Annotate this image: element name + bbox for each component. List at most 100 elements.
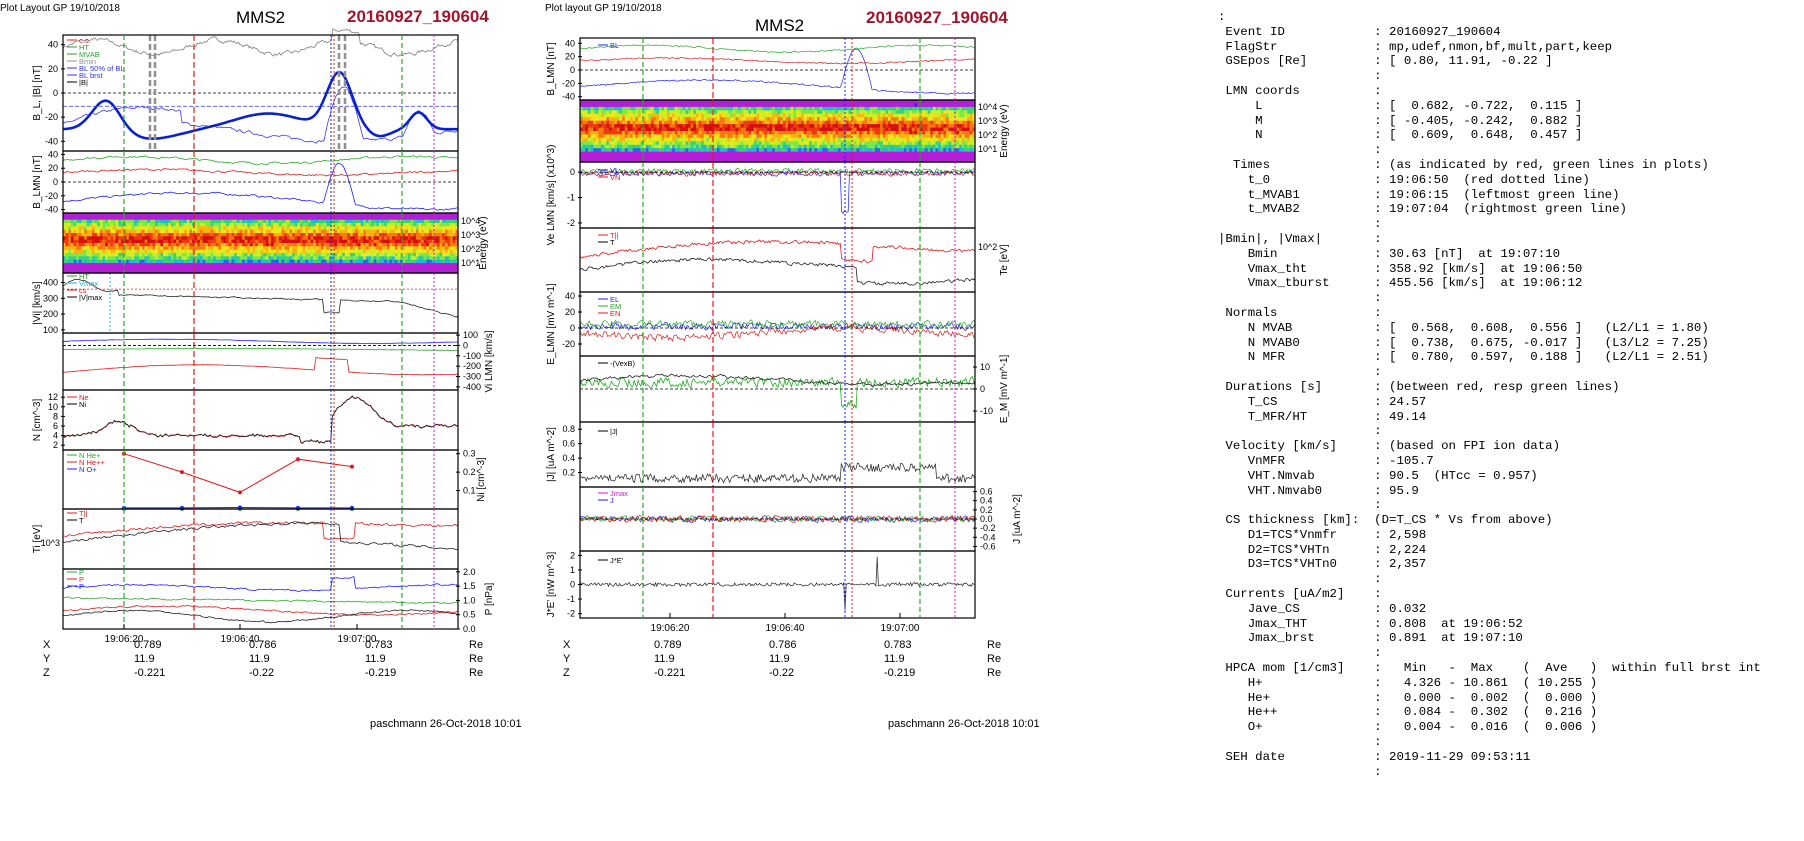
legend-entry: |B| <box>79 78 88 87</box>
series-line-pressure <box>62 609 458 624</box>
info-line: T_CS : 24.57 <box>1247 394 1427 409</box>
info-line: |Bmin|, |Vmax| : <box>1218 231 1382 246</box>
y-axis-label: Te [eV] <box>999 244 1010 275</box>
y-tick-label: 40 <box>565 291 575 301</box>
series-line-pressure <box>63 596 459 604</box>
series-line-L <box>62 338 459 344</box>
legend-entry: N He+ <box>79 451 101 460</box>
position-unit: Re <box>987 667 1002 679</box>
y-tick-label: 20 <box>565 307 575 317</box>
y-tick-label: 0 <box>570 580 575 590</box>
legend-entry: Bmin <box>79 57 96 66</box>
y-tick-label: -20 <box>45 112 58 122</box>
series-line-j-magnitude <box>579 462 976 484</box>
info-line: L : [ 0.682, -0.722, 0.115 ] <box>1255 98 1583 113</box>
legend-entry: VL <box>610 166 619 175</box>
info-line: : <box>1374 572 1382 587</box>
right-event-title: 20160927_190604 <box>866 8 1008 27</box>
position-value: -0.219 <box>365 667 397 679</box>
info-line: : <box>1374 291 1382 306</box>
y-axis-label: N [cm^-3] <box>32 399 43 442</box>
y-tick-label: 0.1 <box>463 486 476 496</box>
position-value: 11.9 <box>134 653 155 665</box>
info-line: Normals : <box>1225 305 1382 320</box>
y-tick-label: 10^1 <box>461 258 480 268</box>
y-axis-label: J*E' [nW m^-3] <box>546 552 557 618</box>
info-line: He+ : 0.000 - 0.002 ( 0.000 ) <box>1247 690 1598 705</box>
panel-frame <box>579 550 976 619</box>
series-line-BL-brst <box>62 86 459 144</box>
y-axis-label: Energy (eV) <box>478 216 489 269</box>
position-unit: Re <box>469 667 484 679</box>
y-tick-label: -40 <box>562 92 575 102</box>
info-line: Times : (as indicated by red, green line… <box>1232 157 1709 172</box>
panel-frame <box>62 449 459 510</box>
position-row-label: X <box>43 639 51 651</box>
right-layout-label: Plot layout GP 19/10/2018 <box>545 3 662 14</box>
series-line-BL-smoothed <box>62 70 458 140</box>
y-tick-label: 0 <box>980 384 985 394</box>
y-tick-label: 2 <box>570 550 575 560</box>
y-tick-label: 8 <box>53 411 58 421</box>
position-value: 0.786 <box>769 639 797 651</box>
legend-entry: Vmax <box>79 279 98 288</box>
info-line: FlagStr : mp,udef,nmon,bf,mult,part,keep <box>1225 39 1613 54</box>
y-tick-label: 1.0 <box>463 595 476 605</box>
y-tick-label: -20 <box>562 339 575 349</box>
y-tick-label: -0.2 <box>980 523 996 533</box>
y-tick-label: 200 <box>43 309 58 319</box>
y-tick-label: 0.6 <box>562 439 575 449</box>
y-tick-label: 10^4 <box>461 216 480 226</box>
series-line-M <box>579 319 976 329</box>
left-footer: paschmann 26-Oct-2018 10:01 <box>370 718 522 730</box>
y-tick-label: 4 <box>53 431 58 441</box>
position-value: -0.22 <box>249 667 275 679</box>
series-line-M <box>579 44 976 53</box>
legend-entry: T <box>610 238 615 247</box>
info-line: : <box>1374 735 1382 750</box>
info-line: : <box>1374 69 1382 84</box>
series-line-je <box>580 556 976 611</box>
legend-entry: |J| <box>610 427 618 436</box>
legend-entry: P <box>79 575 84 584</box>
y-tick-label: 2 <box>53 440 58 450</box>
series-line-N <box>62 168 459 177</box>
legend-entry: J <box>610 496 614 505</box>
position-value: -0.219 <box>884 667 916 679</box>
y-tick-label: 0 <box>53 88 58 98</box>
series-line-N <box>62 357 458 376</box>
y-axis-label: Vi LMN [km/s] <box>484 330 495 392</box>
legend-entry: J*E' <box>610 556 624 565</box>
position-value: 0.786 <box>249 639 277 651</box>
series-line-t-par <box>62 521 459 540</box>
electron-energy-spectrogram <box>580 100 976 163</box>
y-tick-label: 20 <box>565 52 575 62</box>
info-line: M : [ -0.405, -0.242, 0.882 ] <box>1255 113 1583 128</box>
legend-entry: BL 50% of BL <box>79 64 125 73</box>
position-value: -0.221 <box>134 667 166 679</box>
y-tick-label: 40 <box>48 40 58 50</box>
right-spacecraft-title: MMS2 <box>755 16 805 35</box>
y-tick-label: 20 <box>48 163 58 173</box>
info-line: t_MVAB2 : 19:07:04 (rightmost green line… <box>1247 202 1627 217</box>
y-tick-label: 40 <box>48 149 58 159</box>
y-tick-label: 0.3 <box>463 449 476 459</box>
y-tick-label: 10^1 <box>978 144 997 154</box>
y-tick-label: 0.6 <box>980 487 993 497</box>
series-line-hpca <box>123 453 353 493</box>
info-line: VHT.Nmvab : 90.5 (HTcc = 0.957) <box>1247 468 1538 483</box>
position-value: -0.22 <box>769 667 795 679</box>
info-line: t_MVAB1 : 19:06:15 (leftmost green line) <box>1247 187 1620 202</box>
panel-frame <box>62 332 459 391</box>
position-unit: Re <box>987 653 1002 665</box>
y-axis-label: B_LMN [nT] <box>546 42 557 96</box>
legend-entry: BL brst <box>79 71 103 80</box>
legend-entry: T|| <box>79 509 88 518</box>
series-line-N <box>579 56 976 65</box>
legend-entry: EN <box>610 309 620 318</box>
x-tick-label: 19:07:00 <box>338 634 377 645</box>
info-line: D2=TCS*VHTn : 2,224 <box>1247 542 1427 557</box>
ion-energy-spectrogram <box>63 213 459 274</box>
legend-entry: T <box>79 516 84 525</box>
position-value: -0.221 <box>654 667 686 679</box>
